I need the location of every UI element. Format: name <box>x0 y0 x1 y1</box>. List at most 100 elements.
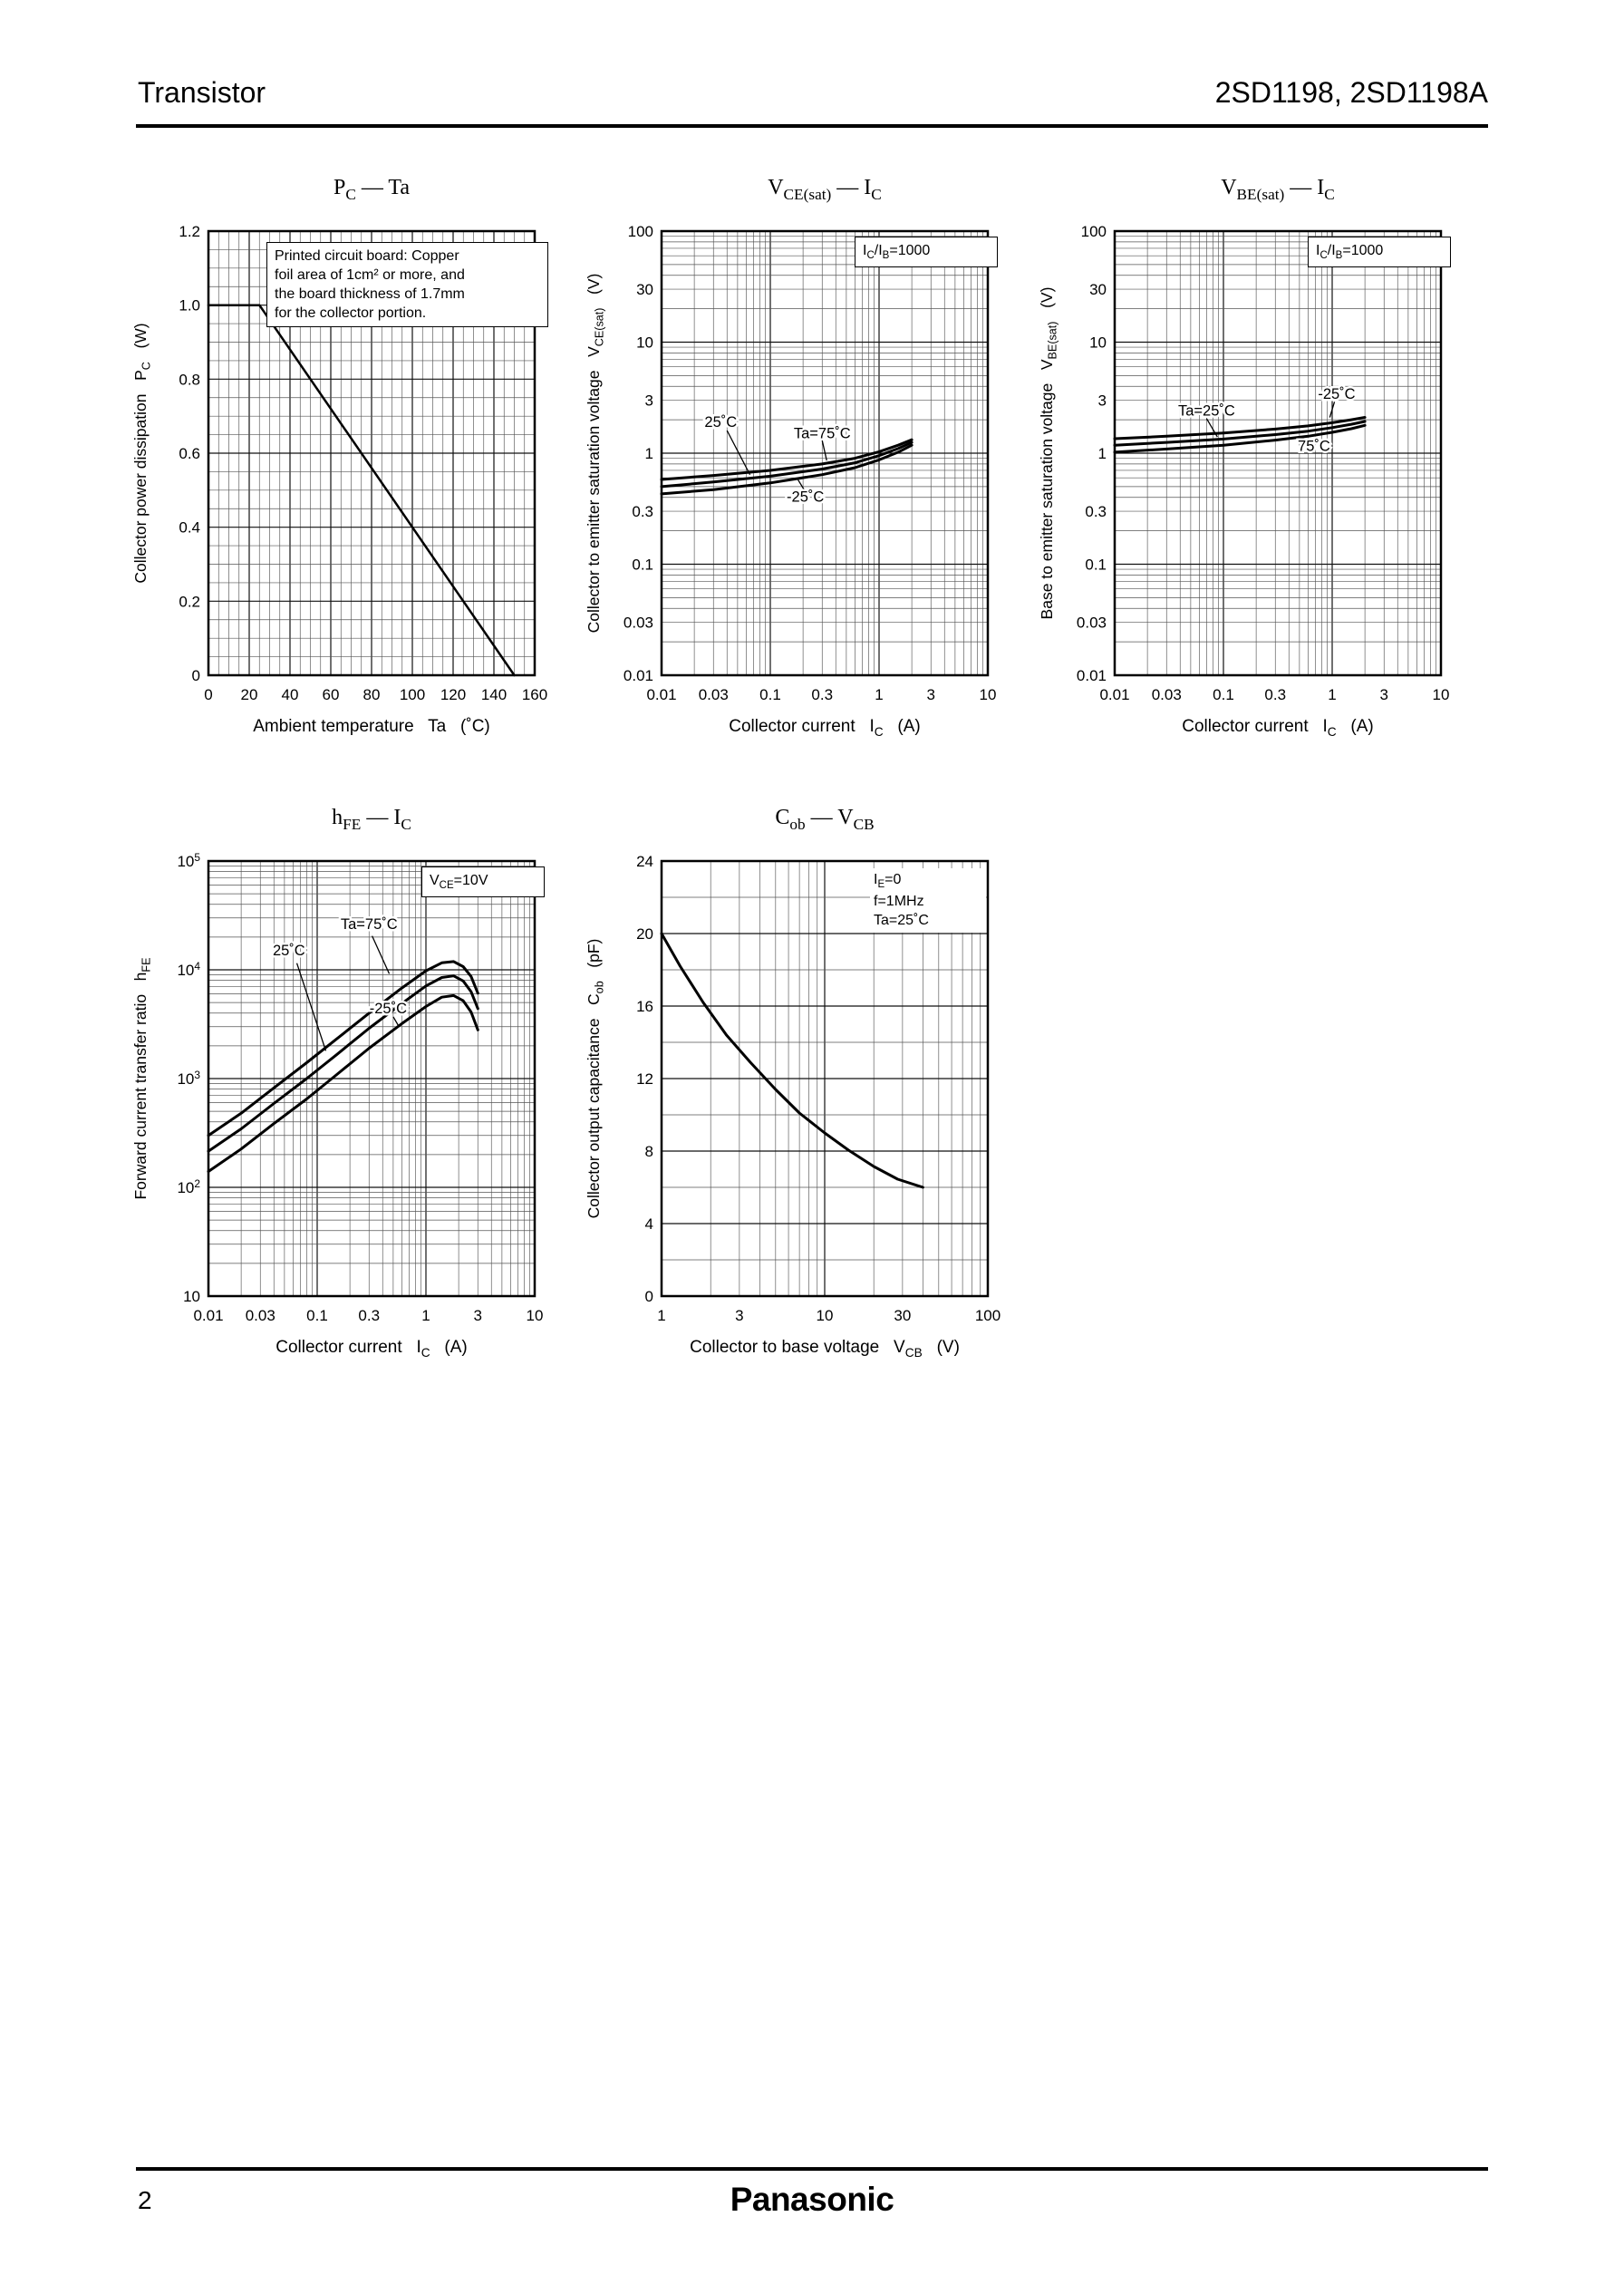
x-tick-label: 3 <box>735 1307 743 1324</box>
curve-label: Ta=75˚C <box>341 916 398 933</box>
x-tick-label: 1 <box>875 686 883 703</box>
series--25C <box>1113 416 1367 440</box>
y-tick-label: 1 <box>645 445 653 462</box>
label-leader-line <box>1300 435 1309 444</box>
y-tick-label: 105 <box>177 851 200 870</box>
y-tick-label: 10 <box>183 1288 200 1305</box>
x-axis-label: Collector to base voltage VCB (V) <box>690 1338 960 1360</box>
part-numbers: 2SD1198, 2SD1198A <box>1214 76 1488 109</box>
y-tick-label: 30 <box>1089 281 1107 298</box>
y-tick-label: 0.4 <box>179 519 200 537</box>
x-tick-label: 1 <box>657 1307 665 1324</box>
y-tick-label: 0.1 <box>1085 557 1107 574</box>
x-tick-label: 0.01 <box>1099 686 1129 703</box>
curve-label: -25˚C <box>1318 386 1355 402</box>
x-tick-label: 0.03 <box>699 686 729 703</box>
y-tick-label: 10 <box>636 334 653 352</box>
y-tick-label: 3 <box>645 392 653 410</box>
y-tick-label: 0.03 <box>624 615 653 632</box>
y-tick-label: 0.01 <box>624 667 653 684</box>
chart-plot: Ta=75˚C 25˚C -25˚C 0.01 0.03 0.1 0.3 1 3 10 105 104… <box>177 851 544 1324</box>
y-tick-label: 0.3 <box>1085 503 1107 520</box>
chart-pc-ta: PC — Ta Collector power dissipation PC (W… <box>104 172 589 770</box>
curve-label: 25˚C <box>704 414 737 431</box>
chart-plot: -25˚C Ta=25˚C 75˚C 0.01 0.03 0.1 0.3 1 3 10 100 30 1… <box>1077 223 1450 703</box>
chart-cob-vcb: Cob — VCB Collector output capacitance Co… <box>557 802 1042 1391</box>
footer-rule <box>136 2167 1488 2171</box>
x-tick-label: 100 <box>975 1307 1000 1324</box>
y-tick-label: 10 <box>1089 334 1107 352</box>
series--25C <box>207 993 479 1173</box>
x-tick-label: 1 <box>1328 686 1336 703</box>
series-derating-line <box>207 304 516 677</box>
x-tick-label: 120 <box>440 686 466 703</box>
y-tick-label: 0 <box>192 667 200 684</box>
label-leader-line <box>821 440 827 461</box>
x-tick-label: 0.1 <box>759 686 781 703</box>
x-tick-label: 0.1 <box>306 1307 328 1324</box>
x-tick-label: 10 <box>1433 686 1450 703</box>
label-leader-line <box>1205 418 1218 438</box>
chart-hfe-ic: hFE — IC Forward current transfer ratio h… <box>104 802 589 1391</box>
series-25C <box>207 974 479 1153</box>
label-leader-line <box>295 963 327 1051</box>
chart-title: Cob — VCB <box>775 806 875 833</box>
chart-vbe-sat-ic: VBE(sat) — IC Base to emitter saturation … <box>1010 172 1495 770</box>
y-tick-label: 24 <box>636 853 653 870</box>
y-tick-label: 100 <box>628 223 653 240</box>
x-tick-label: 10 <box>527 1307 544 1324</box>
page-number: 2 <box>138 2186 152 2214</box>
x-tick-label: 100 <box>400 686 425 703</box>
y-tick-label: 1.0 <box>179 297 200 315</box>
x-tick-label: 0.3 <box>358 1307 380 1324</box>
x-tick-label: 10 <box>817 1307 834 1324</box>
y-tick-label: 12 <box>636 1070 653 1088</box>
x-tick-label: 0.3 <box>811 686 833 703</box>
x-tick-label: 0.1 <box>1213 686 1234 703</box>
x-axis-label: Collector current IC (A) <box>729 717 921 739</box>
header-rule <box>136 124 1488 128</box>
x-tick-label: 30 <box>894 1307 911 1324</box>
series-Ta=75C <box>207 960 479 1137</box>
curve-label: 25˚C <box>273 943 305 959</box>
x-tick-label: 0 <box>204 686 212 703</box>
x-tick-label: 3 <box>927 686 935 703</box>
chart-conditions-note: VCE=10V <box>421 866 545 898</box>
chart-title: VBE(sat) — IC <box>1221 176 1335 203</box>
label-leader-line <box>1329 402 1336 418</box>
y-tick-label: 0.01 <box>1077 667 1107 684</box>
chart-conditions-note: IE=0 f=1MHz Ta=25˚C <box>870 868 986 933</box>
y-tick-label: 0.3 <box>632 503 653 520</box>
series-25C <box>660 440 914 489</box>
chart-title: VCE(sat) — IC <box>768 176 882 203</box>
y-tick-label: 8 <box>645 1143 653 1160</box>
y-tick-label: 3 <box>1098 392 1107 410</box>
y-tick-label: 103 <box>177 1069 200 1088</box>
series-Ta=75C <box>660 438 914 481</box>
x-axis-label: Collector current IC (A) <box>1182 717 1374 739</box>
chart-conditions-note: Printed circuit board: Copper foil area o… <box>266 242 548 328</box>
x-tick-label: 0.03 <box>1152 686 1182 703</box>
curve-label: Ta=75˚C <box>794 425 851 441</box>
doc-type-title: Transistor <box>138 76 266 109</box>
y-tick-label: 102 <box>177 1177 200 1196</box>
y-tick-label: 100 <box>1081 223 1107 240</box>
chart-title: PC — Ta <box>333 176 411 203</box>
x-tick-label: 0.01 <box>193 1307 223 1324</box>
chart-plot: 25˚C Ta=75˚C -25˚C 0.01 0.03 0.1 0.3 1 3 10 100 30 1… <box>624 223 997 703</box>
chart-conditions-note: IC/IB=1000 <box>855 237 998 268</box>
x-tick-label: 0.03 <box>246 1307 276 1324</box>
y-tick-label: 0 <box>645 1288 653 1305</box>
label-leader-line <box>392 1016 400 1027</box>
y-tick-label: 0.8 <box>179 371 200 388</box>
label-leader-line <box>726 430 751 476</box>
y-tick-label: 0.6 <box>179 445 200 462</box>
chart-conditions-note: IC/IB=1000 <box>1308 237 1451 268</box>
y-tick-label: 1 <box>1098 445 1107 462</box>
x-tick-label: 20 <box>241 686 258 703</box>
x-tick-label: 0.3 <box>1264 686 1286 703</box>
series--25C <box>660 443 914 496</box>
x-tick-label: 60 <box>323 686 340 703</box>
x-tick-label: 1 <box>421 1307 430 1324</box>
x-tick-label: 3 <box>1380 686 1388 703</box>
